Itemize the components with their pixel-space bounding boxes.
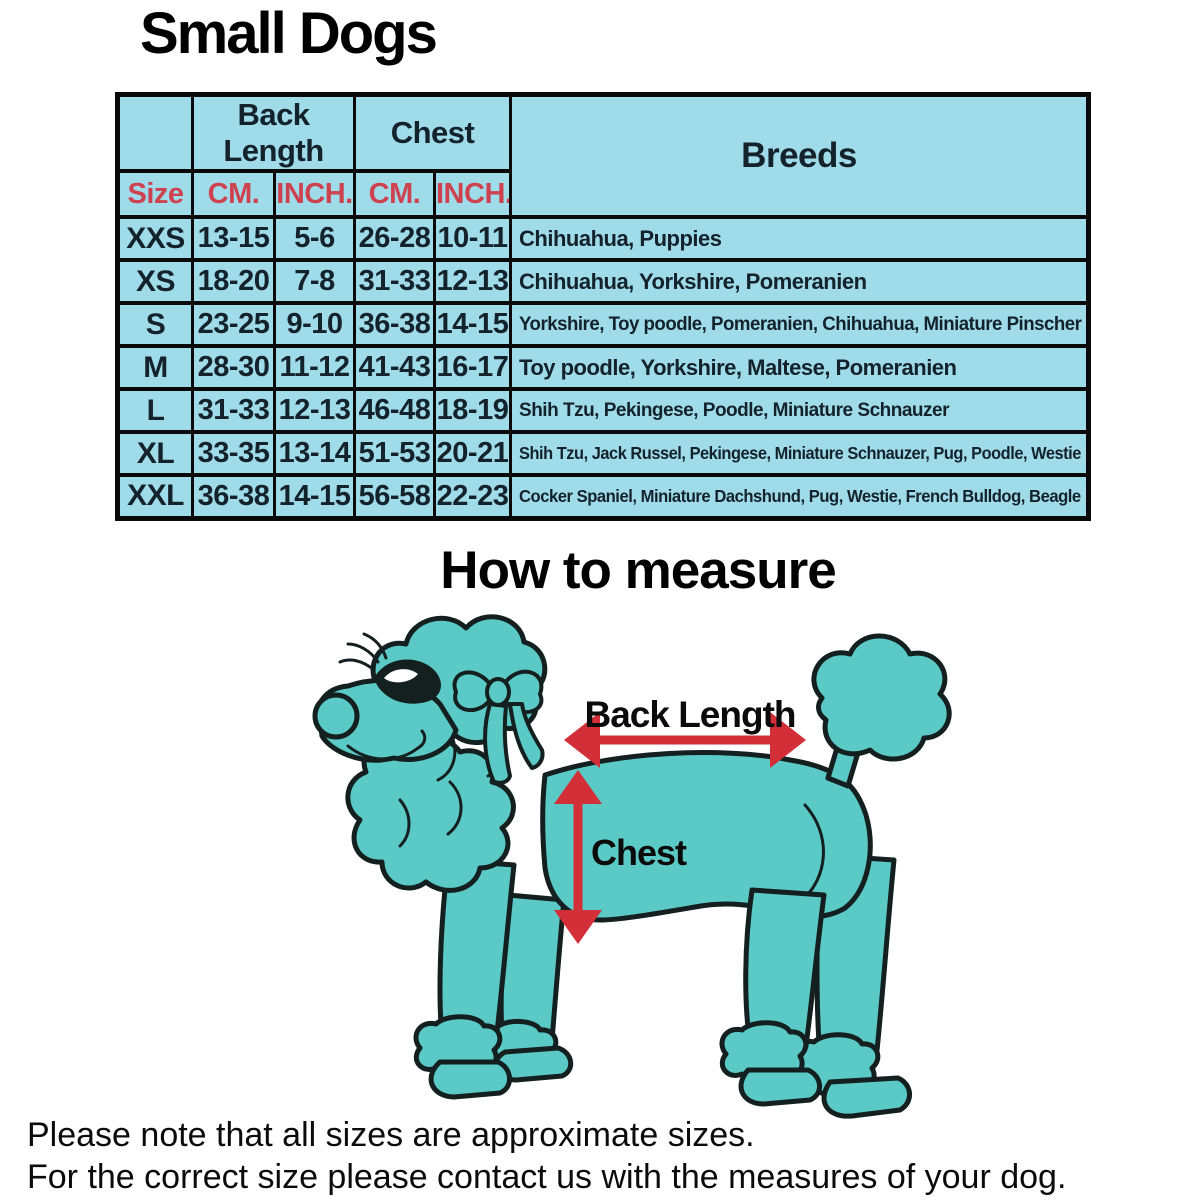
chest-cm-cell: 36-38 (353, 301, 436, 348)
table-row: XS 18-20 7-8 31-33 12-13 Chihuahua, Yorkshire… (116, 258, 1091, 305)
back-inch-cell: 11-12 (273, 344, 356, 391)
rear-near-leg (719, 887, 827, 1107)
breeds-cell: Shih Tzu, Pekingese, Poodle, Miniature S… (509, 387, 1091, 434)
size-cell: M (116, 344, 194, 391)
back-inch-cell: 5-6 (273, 215, 356, 262)
poodle-nose (312, 692, 360, 740)
front-near-leg (413, 857, 517, 1100)
front-far-leg (473, 892, 574, 1083)
note-line: Please note that all sizes are approxima… (27, 1116, 755, 1154)
size-cell: S (116, 301, 194, 348)
chest-cm-header: CM. (353, 169, 436, 219)
chest-cm-cell: 46-48 (353, 387, 436, 434)
breeds-cell: Cocker Spaniel, Miniature Dachshund, Pug… (509, 473, 1091, 520)
note-line: For the correct size please contact us w… (27, 1158, 1067, 1196)
back-inch-header: INCH. (273, 169, 356, 219)
back-inch-cell: 12-13 (273, 387, 356, 434)
back-cm-cell: 33-35 (191, 430, 276, 477)
chest-inch-cell: 16-17 (432, 344, 513, 391)
back-cm-cell: 36-38 (191, 473, 276, 520)
corner-cell (116, 92, 194, 173)
chest-cm-cell: 51-53 (353, 430, 436, 477)
chest-label: Chest (591, 832, 687, 873)
back-inch-cell: 7-8 (273, 258, 356, 305)
back-cm-header: CM. (191, 169, 276, 219)
table-row: XL 33-35 13-14 51-53 20-21 Shih Tzu, Jack Rus… (116, 430, 1091, 477)
chest-cm-cell: 31-33 (353, 258, 436, 305)
back-length-label: Back Length (584, 694, 796, 735)
size-table-body: XXS 13-15 5-6 26-28 10-11 Chihuahua, Puppies X… (116, 215, 1091, 520)
breeds-cell: Chihuahua, Yorkshire, Pomeranien (509, 258, 1091, 305)
back-inch-cell: 14-15 (273, 473, 356, 520)
chest-inch-cell: 18-19 (432, 387, 513, 434)
size-cell: L (116, 387, 194, 434)
breeds-header: Breeds (509, 92, 1091, 219)
size-table: Back Length Chest Breeds Size CM. INCH. … (115, 92, 1092, 521)
back-cm-cell: 23-25 (191, 301, 276, 348)
chest-group-header: Chest (352, 92, 513, 173)
chest-inch-cell: 12-13 (432, 258, 513, 305)
poodle-tail-pom (811, 633, 952, 789)
back-inch-cell: 9-10 (273, 301, 356, 348)
poodle-mouth (346, 744, 420, 761)
chest-inch-cell: 22-23 (432, 473, 513, 520)
back-cm-cell: 28-30 (191, 344, 276, 391)
chest-cm-cell: 26-28 (353, 215, 436, 262)
footnotes: Please note that all sizes are approxima… (27, 1114, 1066, 1198)
back-cm-cell: 13-15 (191, 215, 276, 262)
chest-cm-cell: 41-43 (353, 344, 436, 391)
hair-bow-icon (452, 669, 545, 785)
size-cell: XXL (116, 473, 194, 520)
size-cell: XS (116, 258, 194, 305)
size-header: Size (116, 169, 194, 219)
table-row: M 28-30 11-12 41-43 16-17 Toy poodle, Yorkshi… (116, 344, 1091, 391)
chest-inch-cell: 14-15 (432, 301, 513, 348)
group-header-row: Back Length Chest Breeds (116, 92, 1091, 219)
table-row: XXS 13-15 5-6 26-28 10-11 Chihuahua, Puppies (116, 215, 1091, 262)
back-cm-cell: 18-20 (191, 258, 276, 305)
breeds-cell: Shih Tzu, Jack Russel, Pekingese, Miniat… (509, 430, 1091, 477)
chest-cm-cell: 56-58 (353, 473, 436, 520)
back-inch-cell: 13-14 (273, 430, 356, 477)
how-to-measure-title: How to measure (440, 541, 836, 600)
table-row: XXL 36-38 14-15 56-58 22-23 Cocker Spaniel, M… (116, 473, 1091, 520)
poodle-illustration (312, 614, 952, 1119)
chest-inch-header: INCH. (432, 169, 513, 219)
chest-inch-cell: 20-21 (432, 430, 513, 477)
breeds-cell: Toy poodle, Yorkshire, Maltese, Pomerani… (509, 344, 1091, 391)
back-length-group-header: Back Length (191, 92, 356, 173)
size-cell: XL (116, 430, 194, 477)
breeds-cell: Chihuahua, Puppies (509, 215, 1091, 262)
unit-header-row: Size CM. INCH. CM. INCH. (116, 169, 1089, 219)
chest-inch-cell: 10-11 (432, 215, 513, 262)
poodle-eye (338, 632, 441, 704)
back-cm-cell: 31-33 (191, 387, 276, 434)
size-cell: XXS (116, 215, 194, 262)
back-length-arrow (564, 712, 806, 768)
breeds-cell: Yorkshire, Toy poodle, Pomeranien, Chihu… (509, 301, 1091, 348)
table-row: L 31-33 12-13 46-48 18-19 Shih Tzu, Pekingese… (116, 387, 1091, 434)
table-row: S 23-25 9-10 36-38 14-15 Yorkshire, Toy poodl… (116, 301, 1091, 348)
chest-arrow (554, 770, 602, 944)
page-title: Small Dogs (140, 1, 438, 66)
